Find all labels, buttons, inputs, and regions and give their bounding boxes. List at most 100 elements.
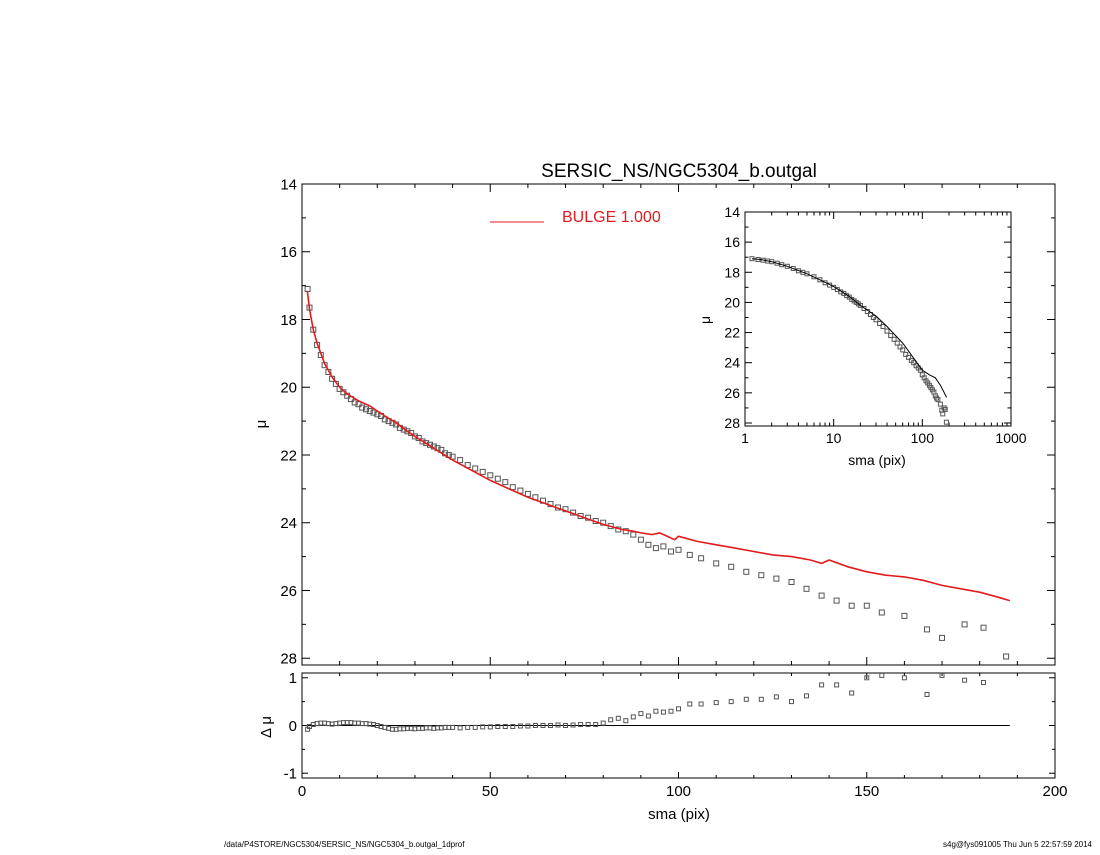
- residual-data-point: [525, 723, 531, 729]
- inset-data-point: [784, 263, 790, 269]
- inset-data-point: [900, 347, 906, 353]
- residual-data-point: [578, 722, 584, 727]
- residual-xtick-label: 100: [666, 783, 691, 800]
- main-data-point: [457, 457, 464, 464]
- main-data-point: [758, 572, 765, 579]
- residual-xtick-label: 150: [854, 783, 879, 800]
- inset-data-point: [880, 324, 886, 329]
- main-ytick-label: 14: [280, 176, 297, 193]
- main-data-point: [713, 560, 720, 567]
- main-data-point: [728, 563, 735, 570]
- residual-data-point: [615, 715, 621, 721]
- inset-ytick-label: 22: [724, 325, 740, 341]
- residual-data-point: [450, 724, 456, 730]
- inset-xtick-label: 10: [826, 430, 842, 446]
- inset-data-point: [891, 336, 897, 342]
- main-data-point: [359, 404, 366, 411]
- main-data-point: [366, 408, 373, 414]
- main-ytick-label: 24: [280, 515, 297, 532]
- inset-data-point: [903, 351, 909, 357]
- residual-data-point: [713, 700, 719, 706]
- inset-data-point: [942, 406, 948, 412]
- main-y-axis-label: μ: [253, 420, 270, 429]
- residual-ytick-label: 0: [289, 718, 297, 735]
- footer-timestamp: s4g@fys091005 Thu Jun 5 22:57:59 2014: [943, 840, 1092, 849]
- residual-data-point: [743, 696, 749, 702]
- legend-label: BULGE 1.000: [562, 209, 661, 226]
- residual-data-point: [819, 682, 825, 688]
- inset-data-point: [906, 354, 912, 360]
- main-data-point: [833, 597, 840, 604]
- main-data-point: [668, 548, 674, 555]
- inset-xtick-label: 1000: [995, 430, 1026, 446]
- inset-data-point: [873, 317, 879, 323]
- main-data-point: [1003, 653, 1010, 660]
- main-ytick-label: 20: [280, 380, 297, 397]
- inset-xtick-label: 1: [741, 430, 749, 446]
- main-data-point: [370, 409, 377, 416]
- residual-data-point: [457, 725, 463, 731]
- main-data-point: [848, 602, 855, 609]
- residual-data-point: [487, 724, 493, 730]
- residual-data-point: [548, 723, 553, 728]
- main-data-point: [743, 568, 750, 575]
- residual-y-axis-label: Δ μ: [258, 716, 275, 738]
- main-data-point: [773, 575, 780, 582]
- main-data-point: [494, 475, 501, 482]
- residual-data-point: [593, 722, 599, 727]
- inset-ytick-label: 28: [724, 415, 740, 431]
- inset-data-point: [811, 274, 817, 280]
- inset-data-point: [877, 321, 883, 326]
- main-data-point: [645, 541, 652, 548]
- main-data-point: [411, 433, 418, 440]
- main-data-point: [419, 438, 426, 445]
- inset-data-point: [790, 266, 796, 271]
- residual-x-axis-label: sma (pix): [648, 806, 710, 823]
- inset-data-point: [894, 340, 900, 346]
- residual-data-point: [676, 706, 681, 712]
- inset-data-point: [943, 419, 949, 425]
- residual-xtick-label: 50: [482, 783, 499, 800]
- residual-data-point: [638, 711, 644, 717]
- inset-data-point: [884, 328, 890, 334]
- main-data-point: [878, 609, 885, 616]
- residual-data-point: [517, 723, 523, 729]
- inset-data-point: [937, 401, 943, 407]
- footer-file-path: /data/P4STORE/NGC5304/SERSIC_NS/NGC5304_…: [224, 840, 465, 849]
- residual-data-point: [645, 713, 651, 719]
- inset-plot: 1 10 100 1000 14 16 18 20 22 24 26 28 sma (pix) μ: [697, 204, 1027, 468]
- residual-data-point: [563, 723, 568, 728]
- main-data-point: [479, 468, 486, 475]
- main-data-point: [487, 472, 494, 479]
- main-data-point: [939, 634, 945, 641]
- inset-data-point: [804, 271, 810, 277]
- main-data-point: [363, 406, 369, 413]
- main-data-point: [686, 551, 693, 558]
- main-ytick-label: 26: [280, 583, 297, 600]
- residual-data-point: [465, 724, 471, 730]
- residual-data-point: [773, 694, 779, 700]
- main-data-point: [980, 624, 987, 631]
- residual-data-point: [532, 723, 538, 728]
- main-plot: 14 16 18 20 22 24 26 28 μ BULGE 1.000: [253, 176, 1056, 668]
- inset-model-line: [751, 258, 948, 398]
- main-data-point: [351, 399, 358, 406]
- inset-ytick-label: 18: [724, 264, 740, 280]
- residual-data-point: [660, 709, 666, 715]
- residual-xtick-label: 200: [1042, 783, 1067, 800]
- residual-data-point: [924, 692, 930, 697]
- inset-data-point: [897, 344, 903, 350]
- inset-data-point: [817, 277, 823, 283]
- residual-data-point: [585, 722, 591, 727]
- inset-data-point: [857, 302, 863, 308]
- main-data-point: [472, 465, 479, 472]
- residual-data-point: [630, 714, 636, 720]
- residual-data-point: [653, 708, 659, 714]
- main-ytick-label: 22: [280, 447, 297, 464]
- residual-data-point: [623, 718, 629, 724]
- residual-data-point: [879, 672, 885, 678]
- main-data-point: [637, 536, 644, 543]
